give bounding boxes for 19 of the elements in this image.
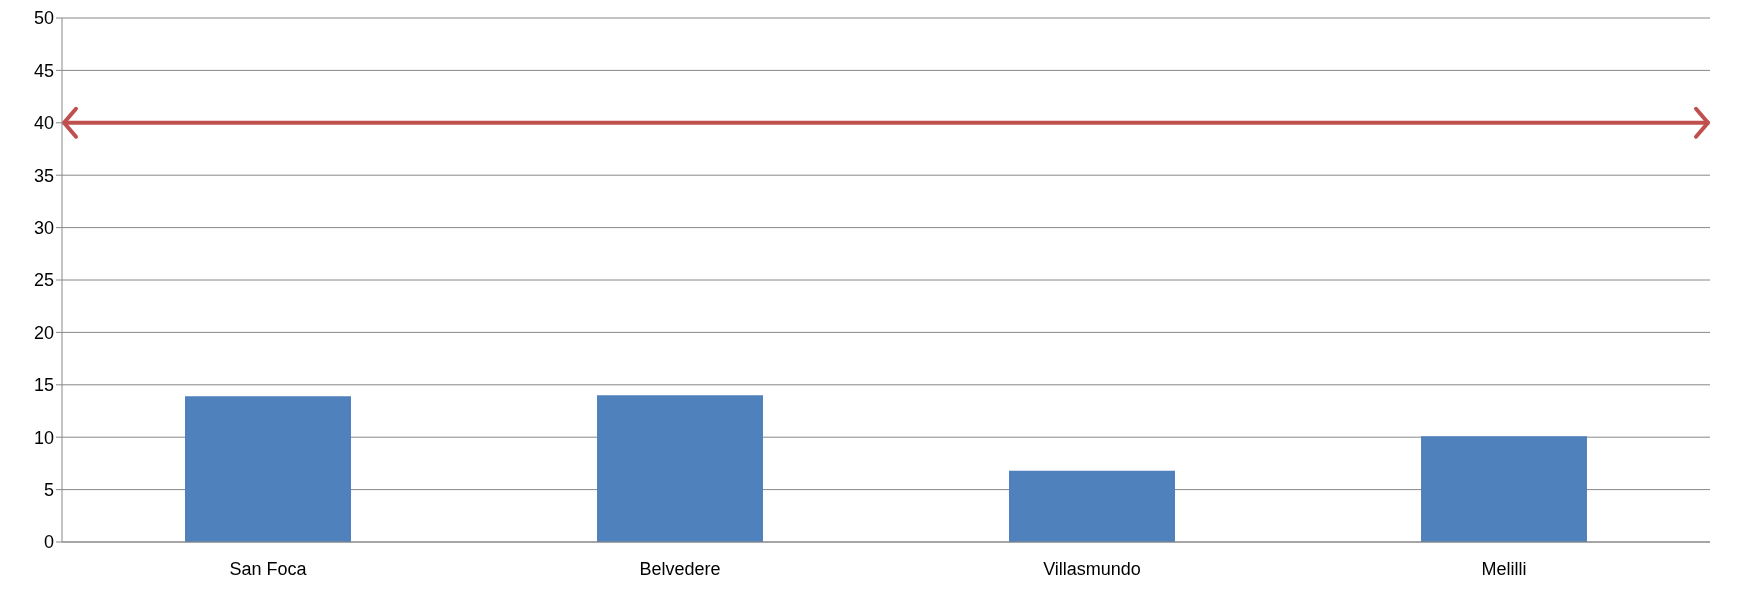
x-tick-label: San Foca — [229, 558, 308, 579]
y-tick-label: 40 — [33, 113, 54, 134]
y-tick-label: 45 — [33, 60, 54, 81]
x-tick-label: Villasmundo — [1043, 558, 1141, 579]
y-tick-label: 30 — [33, 217, 54, 238]
x-tick-label: Belvedere — [639, 558, 721, 579]
y-tick-label: 25 — [33, 270, 54, 291]
y-tick-label: 15 — [33, 375, 54, 396]
y-tick-label: 0 — [43, 532, 54, 553]
y-tick-label: 10 — [33, 427, 54, 448]
y-tick-label: 20 — [33, 322, 54, 343]
y-tick-label: 35 — [33, 165, 54, 186]
bar — [597, 395, 763, 542]
y-tick-label: 50 — [33, 8, 54, 29]
x-tick-label: Melilli — [1481, 558, 1527, 579]
y-tick-label: 5 — [43, 479, 54, 500]
bar — [185, 396, 351, 542]
bar — [1009, 470, 1175, 542]
bar — [1421, 436, 1587, 542]
